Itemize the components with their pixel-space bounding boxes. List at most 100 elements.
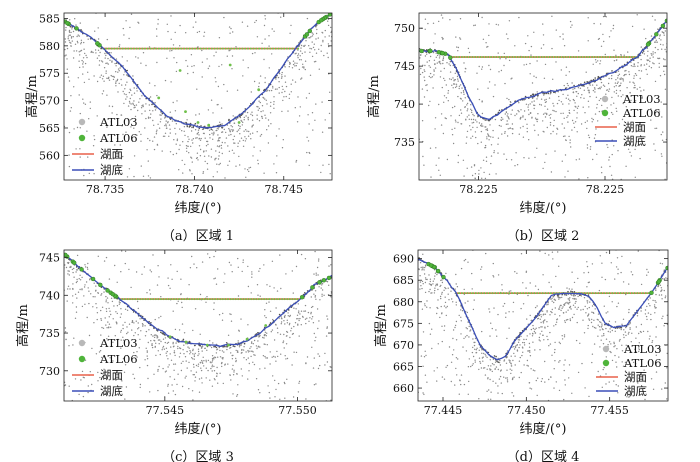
atl03-photon (138, 101, 140, 103)
atl03-photon (105, 62, 107, 65)
atl03-photon (96, 115, 98, 117)
atl03-photon (440, 297, 442, 300)
atl03-photon (141, 323, 144, 325)
atl03-photon (569, 297, 571, 299)
atl03-photon (614, 354, 616, 357)
atl03-photon (560, 304, 562, 307)
atl03-photon (570, 290, 572, 293)
legend-label: 湖底 (623, 134, 646, 148)
atl03-photon (68, 274, 71, 276)
atl03-photon (75, 271, 77, 273)
atl03-photon (624, 370, 627, 372)
atl03-photon (608, 156, 611, 158)
atl03-photon (81, 305, 84, 308)
atl03-photon (430, 76, 432, 79)
atl03-photon (568, 377, 570, 379)
atl03-photon (557, 91, 559, 93)
atl03-photon (324, 119, 326, 121)
atl03-photon (613, 91, 615, 93)
atl03-photon (440, 124, 443, 126)
atl03-photon (152, 110, 154, 112)
atl03-photon (579, 87, 582, 90)
atl03-photon (575, 159, 577, 161)
atl03-photon (95, 52, 97, 54)
atl03-photon (608, 381, 610, 383)
atl03-photon (132, 373, 134, 375)
atl03-photon (322, 164, 324, 166)
atl03-photon (147, 341, 149, 344)
atl03-photon (553, 387, 555, 389)
atl03-photon (133, 104, 136, 107)
atl03-photon (594, 308, 596, 310)
atl06-point (488, 292, 491, 295)
atl03-photon (471, 109, 473, 112)
atl03-photon (620, 77, 622, 79)
atl03-photon (173, 378, 176, 380)
atl03-photon (265, 335, 267, 337)
atl03-photon (470, 104, 472, 106)
atl03-photon (236, 130, 238, 133)
atl03-photon (104, 317, 106, 319)
atl03-photon (197, 348, 200, 350)
atl06-point (503, 56, 506, 58)
atl03-photon (593, 87, 596, 89)
atl03-photon (74, 378, 77, 380)
atl03-photon (108, 323, 111, 325)
atl03-photon (429, 307, 431, 309)
atl03-photon (442, 132, 445, 135)
atl03-photon (225, 137, 228, 139)
atl03-photon (556, 133, 558, 135)
atl03-photon (65, 54, 67, 56)
atl03-photon (525, 338, 527, 341)
atl03-photon (660, 287, 663, 289)
atl03-photon (609, 165, 611, 168)
atl03-photon (450, 361, 453, 363)
atl06-point (508, 56, 511, 58)
atl03-photon (284, 397, 286, 399)
atl03-photon (537, 288, 540, 291)
atl03-photon (242, 75, 244, 77)
atl03-photon (573, 281, 576, 284)
atl03-photon (137, 57, 139, 59)
atl03-photon (126, 176, 129, 178)
atl03-photon (487, 377, 489, 379)
atl03-photon (271, 28, 273, 30)
atl03-photon (259, 101, 261, 104)
atl03-photon (628, 311, 630, 314)
atl03-photon (207, 359, 210, 362)
atl03-photon (523, 342, 526, 344)
atl03-photon (607, 344, 609, 346)
atl03-photon (534, 370, 536, 372)
atl03-photon (613, 380, 615, 382)
atl03-photon (187, 145, 189, 147)
atl03-photon (195, 137, 197, 139)
atl03-photon (497, 152, 499, 154)
atl03-photon (107, 371, 109, 374)
atl03-photon (614, 321, 617, 323)
atl03-photon (500, 125, 502, 127)
atl03-photon (510, 362, 512, 364)
atl03-photon (571, 316, 574, 319)
atl03-photon (182, 349, 184, 351)
atl06-point (599, 56, 601, 58)
atl03-photon (124, 88, 126, 90)
atl03-photon (259, 135, 262, 137)
atl03-photon (569, 305, 572, 308)
panel-caption: （c）区域 3 (162, 450, 234, 462)
atl03-photon (562, 112, 564, 115)
atl03-photon (146, 350, 148, 352)
atl03-photon (534, 332, 537, 334)
atl03-photon (571, 24, 573, 26)
atl03-photon (505, 316, 507, 318)
atl03-photon (156, 144, 159, 146)
atl03-photon (568, 103, 570, 105)
atl06-point (155, 47, 158, 50)
atl06-point (98, 282, 103, 288)
atl03-photon (304, 310, 307, 312)
atl03-photon (203, 132, 205, 135)
atl03-photon (253, 354, 255, 356)
atl03-photon (468, 336, 470, 338)
atl03-photon (171, 278, 173, 280)
atl03-photon (284, 90, 286, 93)
lake-bottom-line (419, 19, 667, 121)
